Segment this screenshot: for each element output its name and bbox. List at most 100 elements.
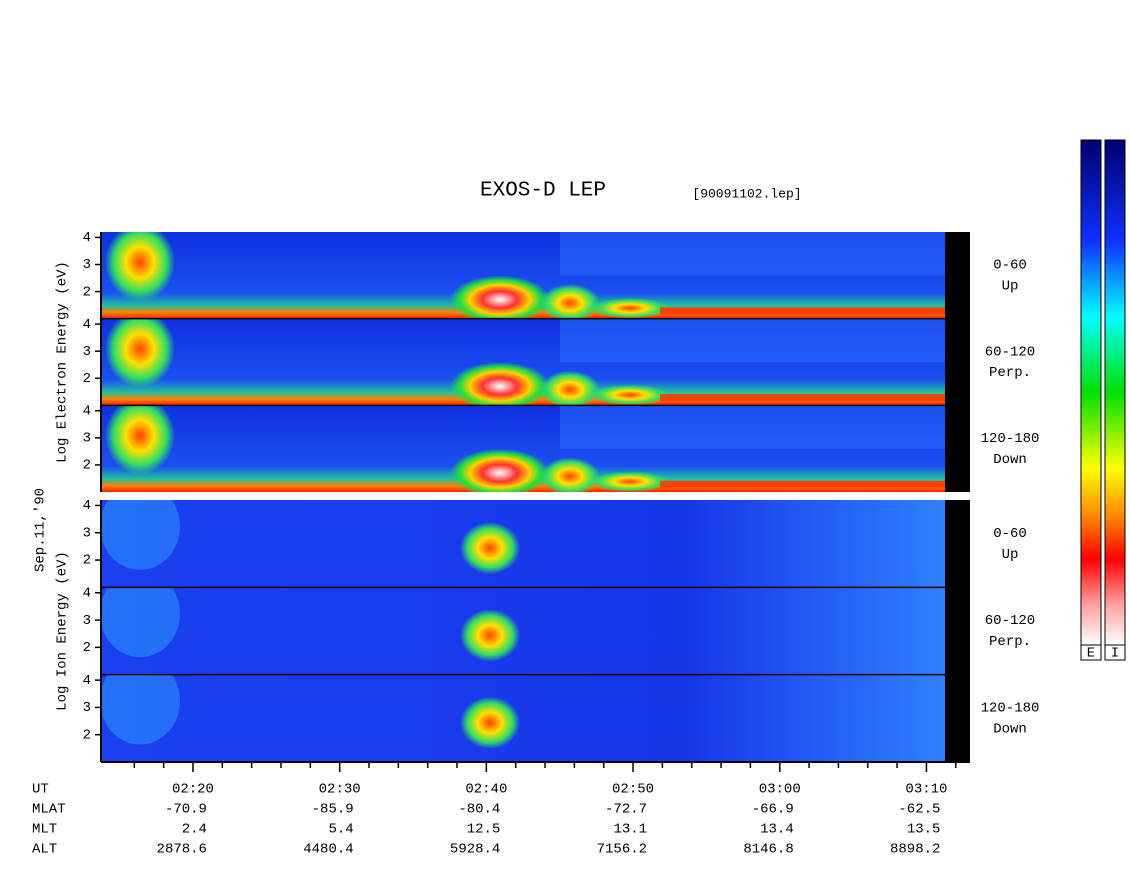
x-tick-label: 02:50 bbox=[612, 782, 654, 798]
colorbar-label-box bbox=[1080, 644, 1102, 661]
x-tick-label: 03:00 bbox=[759, 782, 801, 798]
hot-region bbox=[460, 521, 520, 575]
panel-direction: Up bbox=[1002, 278, 1019, 294]
panel-angle: 120-180 bbox=[981, 701, 1040, 717]
cold-upper bbox=[560, 405, 945, 449]
x-tick-label: 03:10 bbox=[905, 782, 947, 798]
ephemeris-value: 13.1 bbox=[613, 822, 647, 838]
hot-region bbox=[540, 284, 600, 319]
y-tick-label: 4 bbox=[83, 403, 91, 419]
panel-angle: 0-60 bbox=[993, 258, 1027, 274]
x-tick-label: 02:30 bbox=[319, 782, 361, 798]
panel-angle: 0-60 bbox=[993, 526, 1027, 542]
row-label: MLAT bbox=[32, 802, 66, 818]
hot-region bbox=[450, 362, 550, 406]
y-tick-label: 3 bbox=[83, 613, 91, 629]
colorbar-label: I bbox=[1111, 646, 1119, 662]
ephemeris-value: 4480.4 bbox=[303, 842, 353, 858]
panel-direction: Perp. bbox=[989, 365, 1031, 381]
hot-region bbox=[450, 275, 550, 319]
panel-direction: Down bbox=[993, 452, 1027, 468]
ephemeris-value: -80.4 bbox=[458, 802, 500, 818]
ephemeris-value: -62.5 bbox=[898, 802, 940, 818]
y-tick-label: 2 bbox=[83, 727, 91, 743]
panel-direction: Perp. bbox=[989, 634, 1031, 650]
hot-region bbox=[460, 696, 520, 749]
y-tick-label: 2 bbox=[83, 458, 91, 474]
no-data bbox=[945, 318, 970, 406]
hot-region bbox=[590, 384, 670, 406]
warm-region bbox=[101, 587, 180, 658]
no-data bbox=[945, 232, 970, 319]
no-data bbox=[945, 405, 970, 492]
cold-upper bbox=[560, 232, 945, 276]
y-tick-label: 2 bbox=[83, 371, 91, 387]
warm-region bbox=[101, 674, 180, 745]
chart-subtitle: [90091102.lep] bbox=[692, 186, 801, 201]
panel-direction: Up bbox=[1002, 547, 1019, 563]
colorbar bbox=[1104, 139, 1126, 646]
panel-angle: 60-120 bbox=[985, 344, 1035, 360]
no-data bbox=[945, 587, 970, 675]
ephemeris-value: 8898.2 bbox=[890, 842, 940, 858]
spectrogram-panel bbox=[101, 318, 945, 406]
y-tick-label: 4 bbox=[83, 230, 91, 246]
ephemeris-value: 5.4 bbox=[328, 822, 353, 838]
ephemeris-value: 8146.8 bbox=[743, 842, 793, 858]
no-data bbox=[945, 674, 970, 762]
spectrogram-panel bbox=[101, 232, 945, 319]
date-label: Sep.11,'90 bbox=[33, 488, 49, 572]
spectrogram-panel bbox=[101, 674, 945, 762]
hot-region bbox=[590, 297, 670, 319]
colorbar bbox=[1080, 139, 1102, 646]
y-tick-label: 4 bbox=[83, 498, 91, 514]
low-energy-band bbox=[660, 394, 945, 401]
hot-region bbox=[590, 471, 670, 492]
ephemeris-value: -70.9 bbox=[165, 802, 207, 818]
row-label: MLT bbox=[32, 822, 57, 838]
y-axis-label: Log Electron Energy (eV) bbox=[55, 261, 71, 463]
ephemeris-value: 12.5 bbox=[467, 822, 501, 838]
hot-region bbox=[540, 457, 600, 493]
y-tick-label: 4 bbox=[83, 317, 91, 333]
hot-region bbox=[105, 318, 175, 388]
y-tick-label: 3 bbox=[83, 525, 91, 541]
ephemeris-value: 2.4 bbox=[182, 822, 207, 838]
warm-region bbox=[101, 500, 180, 570]
ephemeris-value: 2878.6 bbox=[157, 842, 207, 858]
y-tick-label: 2 bbox=[83, 284, 91, 300]
chart-title: EXOS-D LEP bbox=[480, 180, 606, 203]
hot-region bbox=[540, 370, 600, 406]
row-label: ALT bbox=[32, 842, 57, 858]
hot-region bbox=[105, 405, 175, 475]
spectrogram-background bbox=[101, 674, 945, 762]
ephemeris-value: 7156.2 bbox=[597, 842, 647, 858]
panel-direction: Down bbox=[993, 722, 1027, 738]
no-data bbox=[945, 500, 970, 588]
ephemeris-value: -85.9 bbox=[312, 802, 354, 818]
low-energy-band bbox=[660, 480, 945, 488]
hot-region bbox=[105, 232, 175, 302]
y-tick-label: 3 bbox=[83, 257, 91, 273]
ephemeris-value: 13.4 bbox=[760, 822, 794, 838]
spectrogram-panel bbox=[101, 405, 945, 493]
y-tick-label: 3 bbox=[83, 700, 91, 716]
x-tick-label: 02:20 bbox=[172, 782, 214, 798]
panel-angle: 60-120 bbox=[985, 613, 1035, 629]
colorbar-label: E bbox=[1087, 646, 1095, 662]
ephemeris-value: -66.9 bbox=[752, 802, 794, 818]
hot-region bbox=[450, 448, 550, 493]
cold-upper bbox=[560, 318, 945, 362]
y-tick-label: 3 bbox=[83, 431, 91, 447]
colorbar-label-box bbox=[1104, 644, 1126, 661]
row-label: UT bbox=[32, 782, 49, 798]
panel-angle: 120-180 bbox=[981, 431, 1040, 447]
spectrogram-panel bbox=[101, 500, 945, 588]
y-tick-label: 4 bbox=[83, 673, 91, 689]
ephemeris-value: -72.7 bbox=[605, 802, 647, 818]
hot-region bbox=[460, 609, 520, 662]
y-tick-label: 2 bbox=[83, 553, 91, 569]
y-tick-label: 3 bbox=[83, 344, 91, 360]
ephemeris-value: 13.5 bbox=[907, 822, 941, 838]
